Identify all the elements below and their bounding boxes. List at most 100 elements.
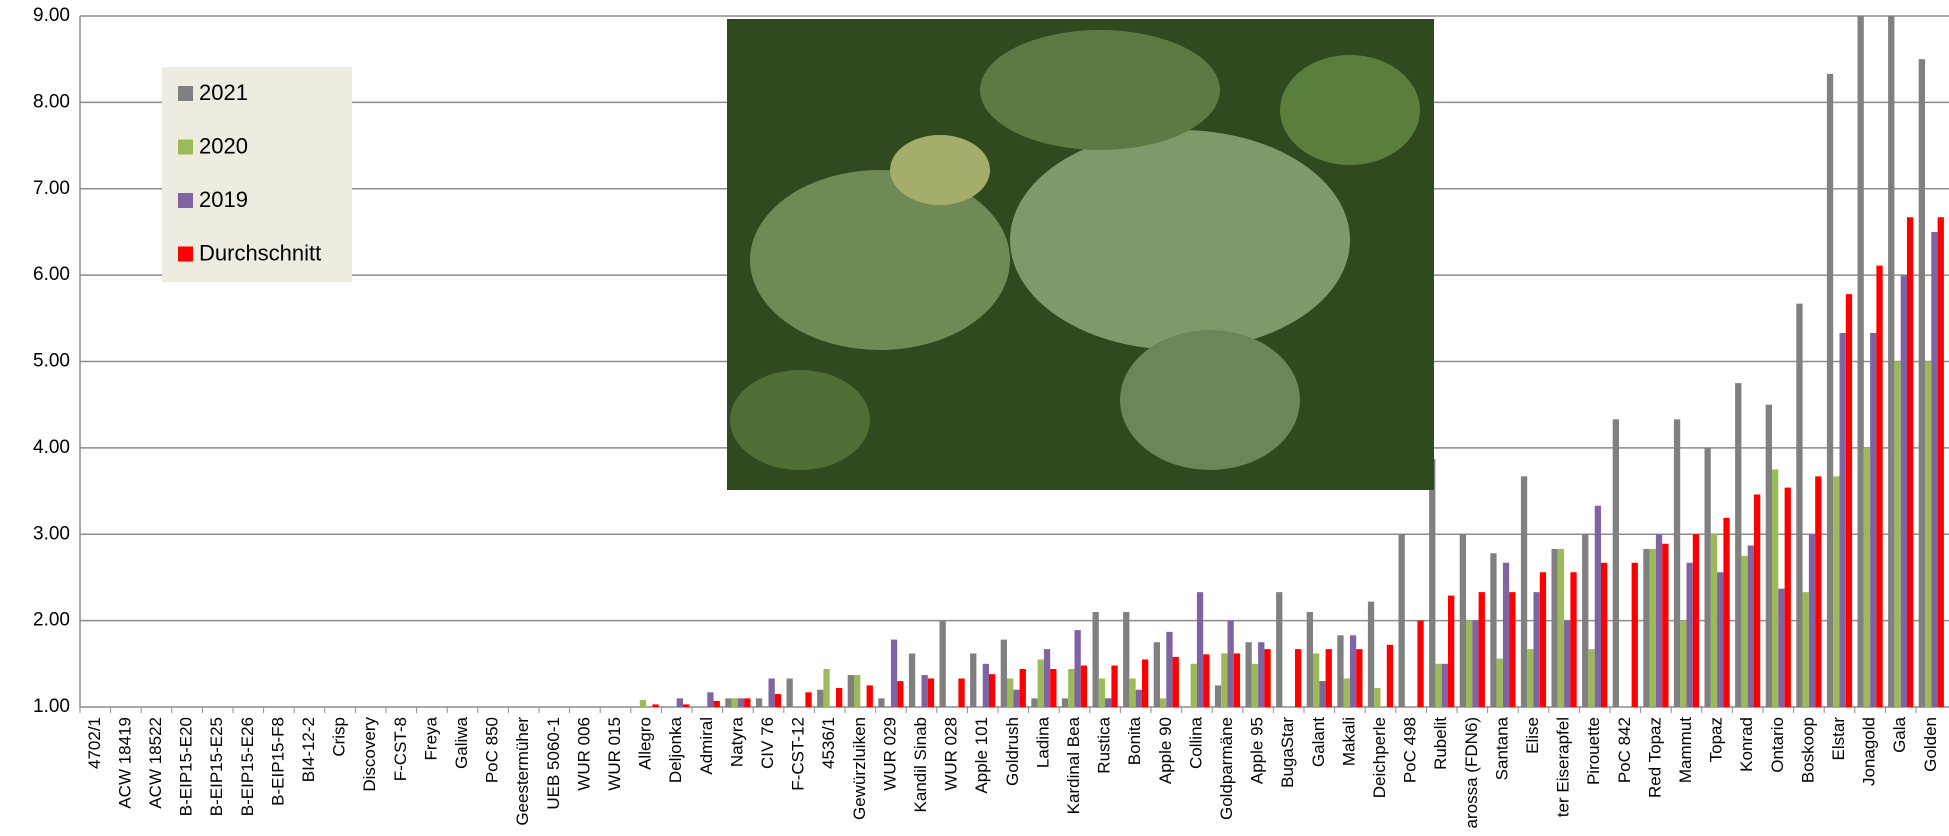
bar	[1478, 592, 1485, 707]
bar	[1520, 476, 1528, 707]
bar	[1153, 642, 1160, 707]
y-tick-label: 6.00	[33, 264, 70, 285]
legend-label: Durchschnitt	[199, 240, 321, 265]
bar	[1588, 649, 1595, 707]
bar	[1007, 678, 1014, 707]
bar	[713, 700, 720, 707]
bar	[1704, 447, 1711, 707]
x-tick-label: BI4-12-2	[299, 717, 318, 782]
x-tick-label: Discovery	[360, 717, 379, 792]
bar	[1502, 562, 1510, 707]
x-tick-label: PoC 850	[483, 717, 502, 783]
bar	[1839, 332, 1846, 707]
bar	[1233, 653, 1241, 707]
x-tick-label: UEB 5060-1	[544, 717, 563, 810]
bar	[908, 653, 916, 707]
x-tick-label: Galiwa	[452, 716, 471, 769]
bar	[1717, 572, 1724, 707]
bar	[1325, 649, 1332, 707]
x-tick-label: Apple 101	[972, 717, 991, 794]
bar	[1435, 663, 1442, 707]
x-tick-label: Apple 95	[1248, 717, 1267, 784]
x-tick-label: Mammut	[1676, 717, 1695, 783]
bar	[1655, 534, 1663, 707]
bar	[1845, 294, 1853, 707]
x-tick-label: WUR 028	[942, 717, 961, 791]
bar	[1735, 383, 1742, 707]
x-tick-label: Topaz	[1707, 717, 1726, 762]
legend-label: 2019	[199, 187, 248, 212]
bar	[1196, 592, 1204, 707]
bar	[1098, 678, 1106, 707]
bar	[1754, 494, 1761, 707]
x-tick-label: ter Eiserapfel	[1554, 717, 1573, 817]
x-tick-label: CIV 76	[758, 717, 777, 769]
bar	[1050, 668, 1057, 707]
bar	[1662, 543, 1669, 707]
bar	[1203, 654, 1210, 707]
photo-leaf	[730, 370, 870, 470]
bar	[1533, 592, 1540, 707]
x-tick-label: Geestermüher	[513, 717, 532, 826]
bar	[1417, 620, 1424, 707]
bar	[1160, 698, 1167, 707]
x-tick-label: WUR 029	[880, 717, 899, 791]
x-tick-label: Goldparmäne	[1217, 717, 1236, 820]
x-tick-label: PoC 842	[1615, 717, 1634, 783]
bar	[1870, 332, 1877, 707]
photo-leaf	[1010, 130, 1350, 350]
bar	[1319, 681, 1326, 707]
y-tick-label: 2.00	[33, 610, 70, 631]
bar	[1778, 588, 1785, 707]
bar	[1900, 275, 1907, 707]
bar	[1105, 698, 1112, 707]
bar	[1068, 668, 1075, 707]
bar	[1833, 476, 1840, 707]
bar	[805, 692, 812, 707]
bar	[1429, 459, 1436, 707]
bar	[1166, 631, 1173, 707]
bar	[1925, 361, 1932, 707]
bar	[731, 698, 738, 707]
bar	[1031, 698, 1038, 707]
bar	[1631, 562, 1638, 707]
photo-leaf	[980, 30, 1220, 150]
bar	[1582, 534, 1589, 707]
bar	[1686, 562, 1693, 707]
bar	[817, 689, 824, 707]
bar	[1142, 659, 1149, 707]
bar	[1343, 678, 1350, 707]
x-tick-label: B-EIP15-E20	[177, 717, 196, 816]
bar	[1080, 665, 1088, 707]
bar	[970, 653, 977, 707]
x-tick-label: Konrad	[1737, 717, 1756, 772]
bar	[1673, 419, 1681, 707]
bar	[1019, 668, 1026, 707]
bar	[1441, 663, 1448, 707]
x-tick-label: B-EIP15-E25	[207, 717, 226, 816]
legend-swatch	[178, 86, 193, 101]
bar	[1245, 642, 1252, 707]
bar	[1276, 592, 1283, 707]
bar	[1123, 611, 1130, 707]
bar	[1796, 303, 1803, 707]
x-tick-label: Jonagold	[1860, 717, 1879, 786]
y-tick-label: 9.00	[33, 5, 70, 26]
bar	[890, 639, 898, 707]
bar	[725, 698, 732, 707]
x-tick-label: 4702/1	[85, 717, 104, 769]
bar	[1129, 678, 1136, 707]
x-tick-label: Admiral	[697, 717, 716, 775]
photo-leaf	[750, 170, 1010, 350]
bar	[1612, 419, 1619, 707]
bar	[1564, 620, 1571, 707]
x-tick-label: Galant	[1309, 717, 1328, 767]
bar	[1043, 649, 1051, 707]
bar	[1448, 595, 1455, 707]
x-tick-label: Santana	[1492, 716, 1511, 780]
bar	[1466, 620, 1473, 707]
bar	[1808, 534, 1816, 707]
bar	[1356, 649, 1363, 707]
x-tick-label: Collina	[1186, 716, 1205, 769]
x-tick-label: Natyra	[727, 716, 746, 767]
